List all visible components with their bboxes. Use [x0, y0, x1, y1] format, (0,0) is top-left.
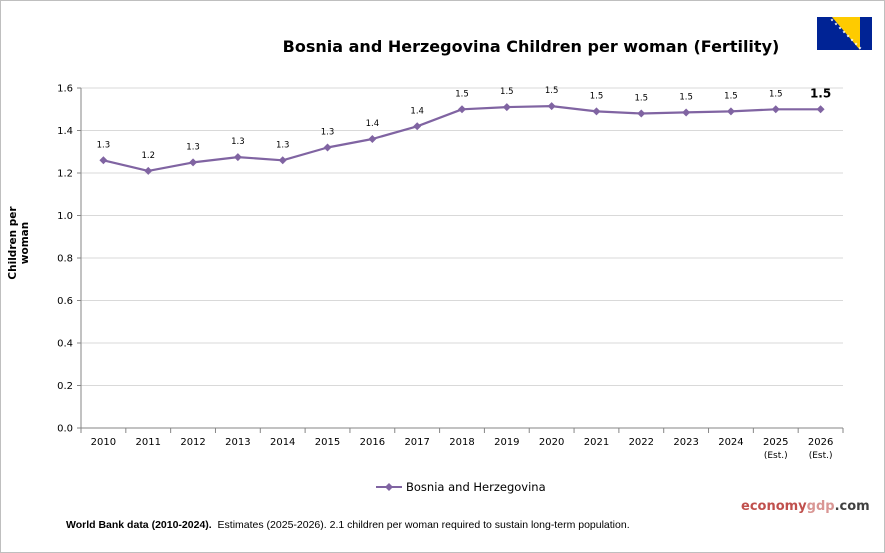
data-label: 1.3 [321, 128, 335, 138]
data-point [502, 103, 511, 112]
data-label: 1.5 [635, 94, 649, 104]
flag-star [850, 38, 854, 42]
x-tick-label: 2012 [180, 437, 205, 448]
flag-star [834, 22, 838, 26]
data-point [816, 105, 825, 114]
y-tick-label: 1.0 [57, 211, 73, 222]
chart-title: Bosnia and Herzegovina Children per woma… [282, 37, 780, 56]
x-tick-label: 2026 [808, 437, 833, 448]
data-label: 1.3 [97, 140, 111, 150]
brand-part-3: .com [834, 499, 870, 514]
data-label: 1.5 [545, 86, 559, 96]
data-point [592, 107, 601, 116]
y-tick-label: 0.0 [57, 424, 73, 435]
data-point [323, 143, 332, 152]
x-tick-label: 2024 [718, 437, 743, 448]
data-point [637, 109, 646, 118]
y-tick-label: 0.2 [57, 381, 73, 392]
legend: Bosnia and Herzegovina [376, 479, 546, 495]
x-tick-label: 2020 [539, 437, 564, 448]
y-tick-label: 1.4 [57, 126, 73, 137]
brand-part-1: economy [741, 499, 807, 514]
data-point [547, 102, 556, 111]
data-label: 1.2 [141, 151, 155, 161]
brand-part-2: gdp [806, 499, 835, 514]
y-tick-label: 1.2 [57, 169, 73, 180]
data-label: 1.3 [231, 137, 245, 147]
data-label: 1.5 [769, 89, 783, 99]
data-label: 1.5 [500, 87, 514, 97]
x-tick-label: 2011 [136, 437, 161, 448]
y-tick-label: 0.6 [57, 296, 73, 307]
x-tick-label: 2013 [225, 437, 250, 448]
y-tick-label: 1.6 [57, 84, 73, 95]
y-tick-label: 0.8 [57, 254, 73, 265]
data-point [144, 166, 153, 175]
data-label: 1.5 [679, 92, 693, 102]
x-tick-label: 2022 [629, 437, 654, 448]
x-tick-label: 2017 [404, 437, 429, 448]
data-point [189, 158, 198, 167]
x-tick-label: 2019 [494, 437, 519, 448]
flag-star [858, 46, 862, 50]
flag-star [838, 26, 842, 30]
data-label: 1.4 [410, 106, 424, 116]
flag-star [842, 30, 846, 34]
flag-star [846, 34, 850, 38]
bosnia-flag-icon [817, 17, 872, 50]
footnote-source: World Bank data (2010-2024). [66, 519, 212, 531]
flag-star [854, 42, 858, 46]
y-tick-label: 0.4 [57, 339, 73, 350]
x-tick-label: 2021 [584, 437, 609, 448]
data-label: 1.5 [455, 89, 469, 99]
x-tick-label: 2025 [763, 437, 788, 448]
data-point [368, 135, 377, 143]
x-tick-sublabel: (Est.) [809, 451, 833, 461]
data-label: 1.3 [276, 140, 290, 150]
data-point [99, 156, 108, 165]
data-point [771, 105, 780, 114]
data-label: 1.5 [590, 91, 604, 101]
data-point [233, 153, 242, 162]
data-point [278, 156, 287, 165]
data-point [413, 122, 422, 131]
x-tick-label: 2018 [449, 437, 474, 448]
data-label: 1.5 [810, 86, 831, 100]
series-line [103, 105, 821, 172]
data-point [726, 107, 735, 116]
x-tick-label: 2010 [91, 437, 116, 448]
x-tick-label: 2016 [360, 437, 385, 448]
footnote: World Bank data (2010-2024). Estimates (… [66, 519, 630, 531]
legend-label: Bosnia and Herzegovina [406, 480, 546, 494]
flag-star [830, 18, 834, 22]
data-label: 1.4 [366, 119, 380, 129]
plot-area: 0.0 0.2 0.4 0.6 0.8 1.0 1.2 1.4 1.6 2010 2011 2012 2… [57, 84, 844, 461]
data-label: 1.5 [724, 91, 738, 101]
data-label: 1.3 [186, 142, 200, 152]
x-tick-label: 2014 [270, 437, 295, 448]
legend-marker-icon [376, 483, 402, 491]
data-point [458, 105, 466, 114]
data-point [682, 108, 691, 117]
x-tick-label: 2023 [673, 437, 698, 448]
footnote-text: Estimates (2025-2026). 2.1 children per … [217, 519, 630, 531]
x-tick-sublabel: (Est.) [764, 451, 788, 461]
brand-logo: economygdp.com [741, 499, 870, 514]
x-tick-label: 2015 [315, 437, 340, 448]
